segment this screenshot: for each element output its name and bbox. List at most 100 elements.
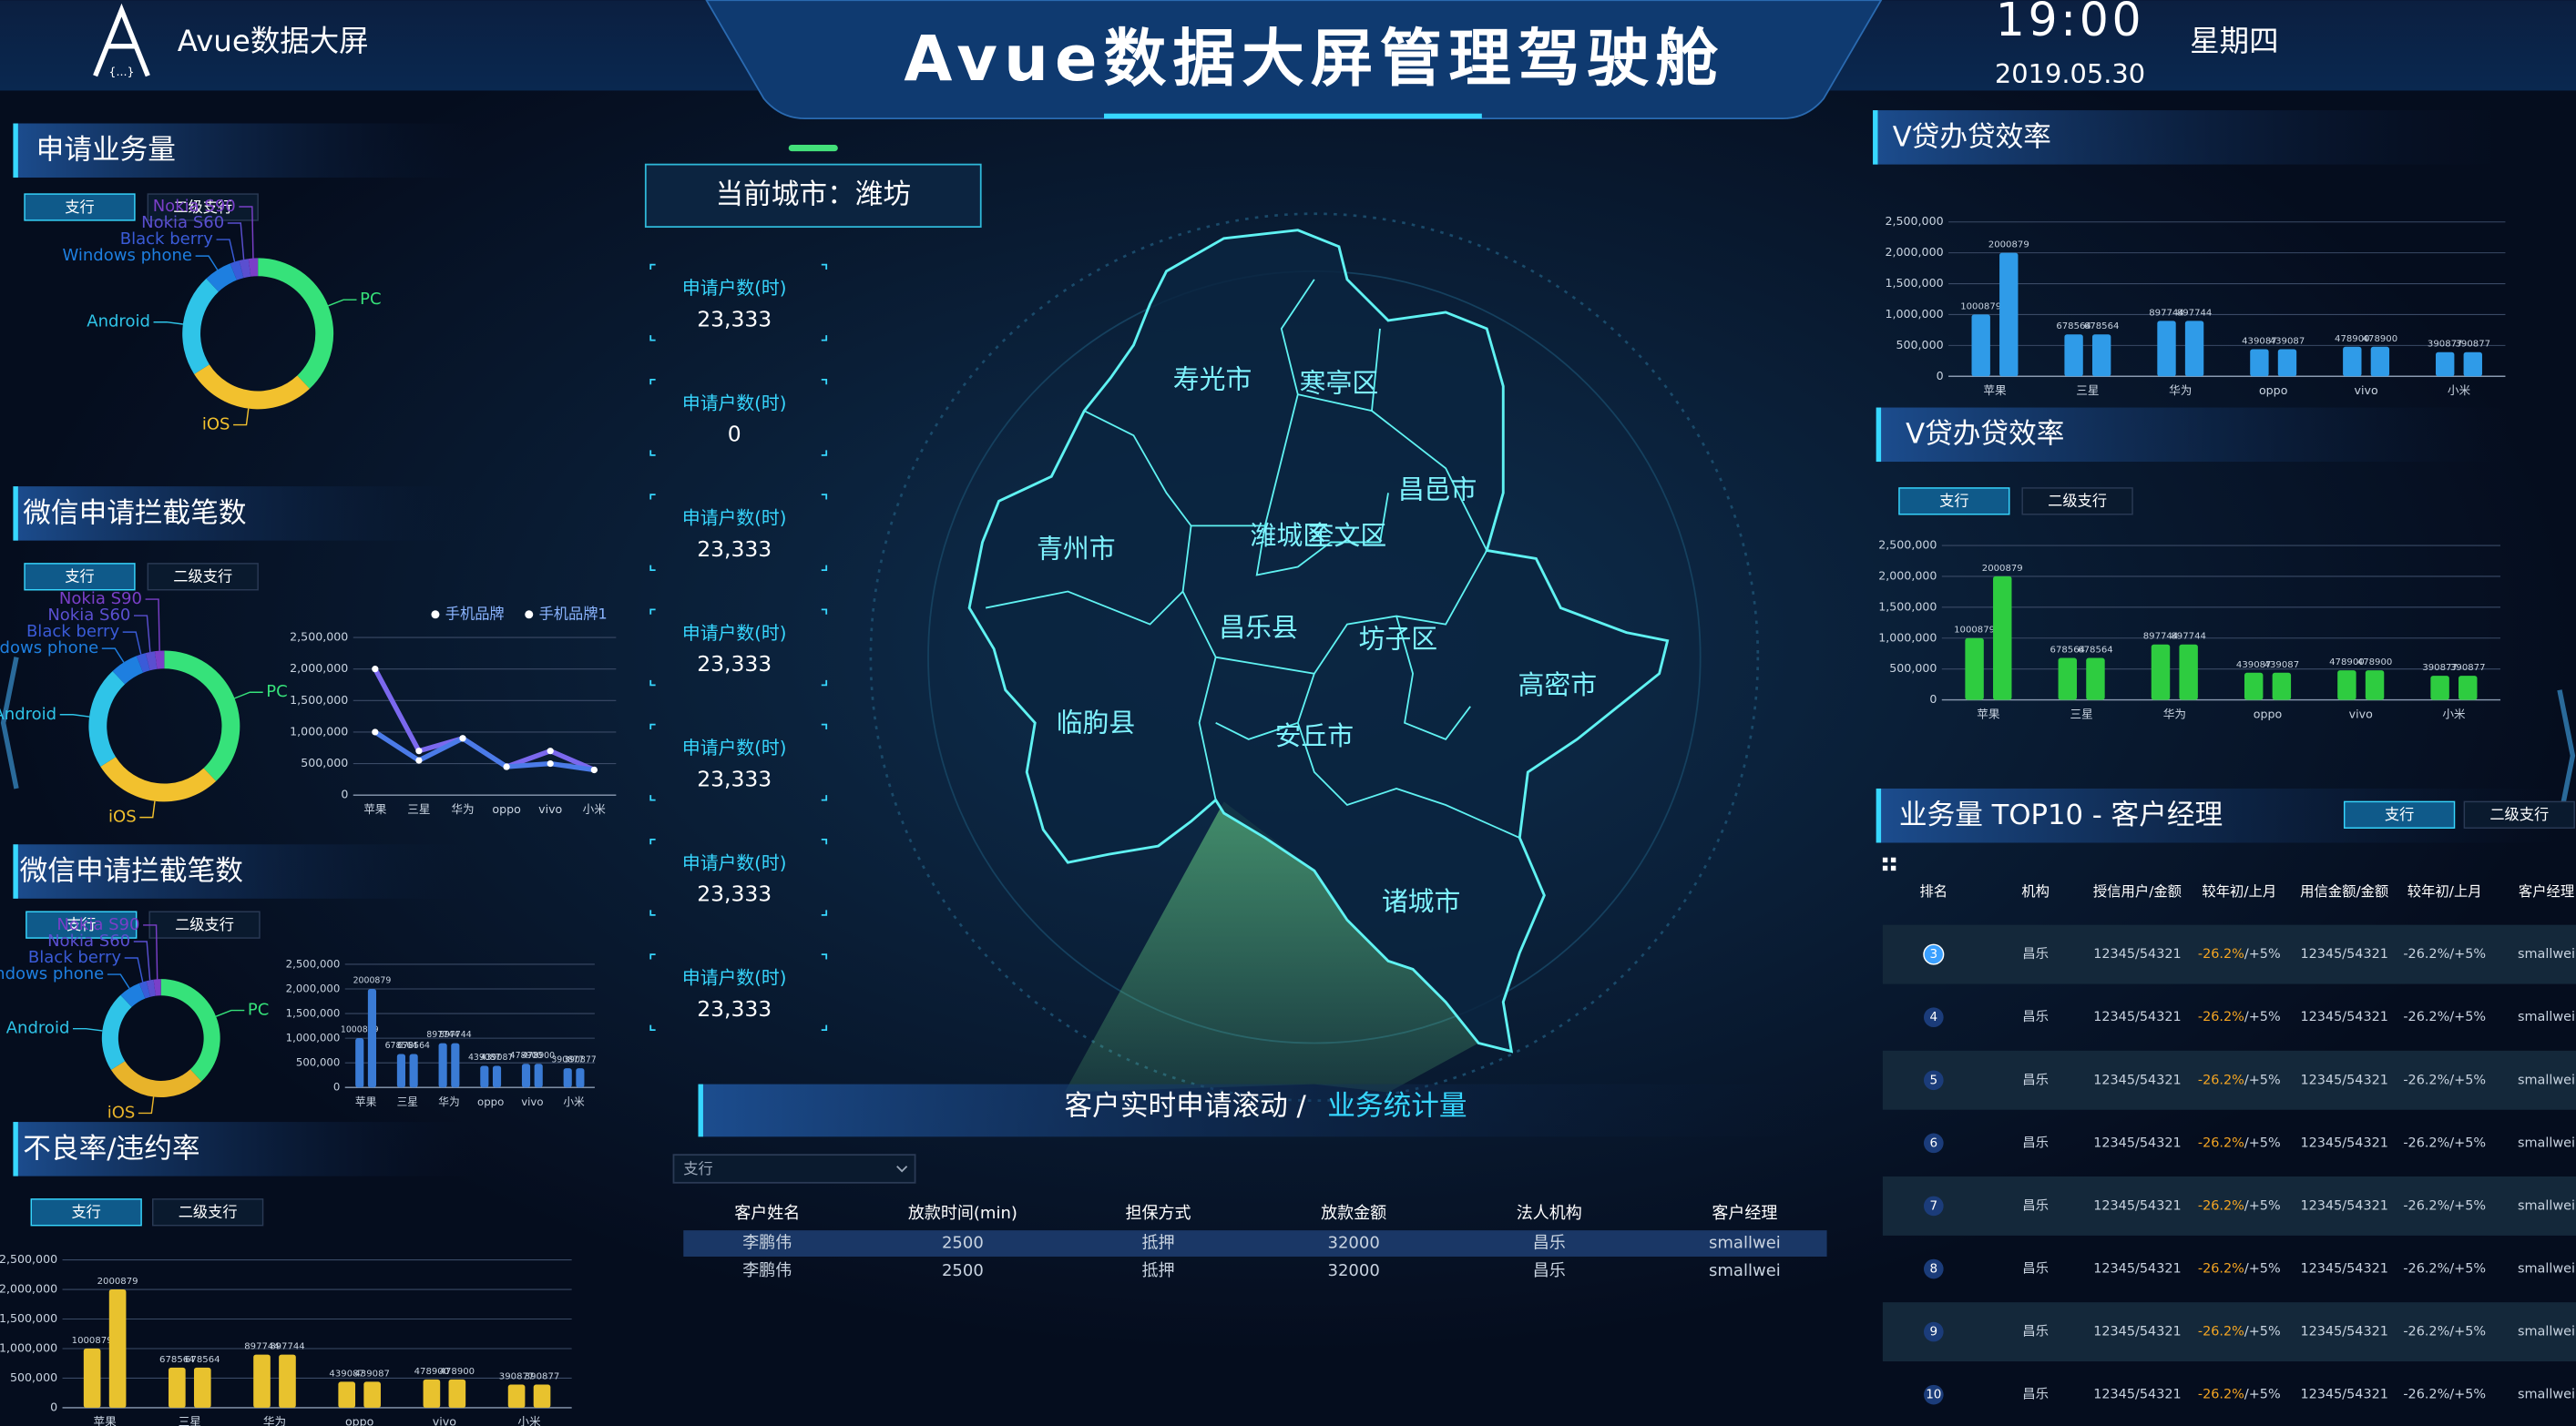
line-point xyxy=(415,748,423,755)
tab[interactable] xyxy=(2343,800,2456,829)
map-region-label[interactable]: 昌邑市 xyxy=(1398,474,1477,505)
logo-icon xyxy=(93,3,150,77)
table-icon xyxy=(1890,865,1896,871)
tab-label[interactable]: 支行 xyxy=(66,916,96,933)
tab-label[interactable]: 二级支行 xyxy=(173,199,232,216)
donut-label: PC xyxy=(360,290,381,309)
x-tick-label: oppo xyxy=(2254,707,2283,720)
table-icon xyxy=(1882,857,1888,863)
map-region-label[interactable]: 寿光市 xyxy=(1173,364,1252,395)
stat-bracket xyxy=(649,723,828,801)
stat-bracket xyxy=(649,494,828,571)
map-region-label[interactable]: 昌乐县 xyxy=(1219,612,1298,643)
y-tick-label: 500,000 xyxy=(1896,338,1943,351)
tab-label[interactable]: 二级支行 xyxy=(2489,806,2549,823)
table-cell-part: -26.2% xyxy=(2198,1388,2244,1402)
table-cell: 昌乐 xyxy=(2022,1324,2049,1339)
tab[interactable] xyxy=(147,563,259,591)
donut-slice xyxy=(164,650,240,781)
table-cell: 抵押 xyxy=(1142,1234,1175,1253)
table-cell: 昌乐 xyxy=(1533,1234,1566,1253)
donut-slice xyxy=(136,653,150,673)
feed-select-text[interactable]: 支行 xyxy=(683,1160,712,1177)
y-tick-label: 500,000 xyxy=(296,1056,340,1069)
tab[interactable] xyxy=(2463,800,2575,829)
table-cell: 2500 xyxy=(942,1261,984,1280)
bar xyxy=(438,1043,447,1088)
bar-value-label: 897744 xyxy=(426,1030,459,1040)
map-region-label[interactable]: 安丘市 xyxy=(1275,720,1354,751)
table-cell: smallwei xyxy=(2518,1325,2575,1339)
map-region-label[interactable]: 坊子区 xyxy=(1359,624,1438,655)
line-point xyxy=(415,757,423,764)
table-header: 担保方式 xyxy=(1125,1204,1191,1223)
tab[interactable] xyxy=(24,563,136,591)
tab[interactable] xyxy=(26,911,138,939)
donut-slice xyxy=(206,263,237,292)
stat-value: 23,333 xyxy=(697,881,772,907)
leader-line xyxy=(73,1027,103,1032)
tab-label[interactable]: 支行 xyxy=(65,568,94,586)
x-tick-label: 三星 xyxy=(407,802,430,816)
donut-slice xyxy=(258,258,334,389)
legend-label: 手机品牌1 xyxy=(539,605,608,622)
tab[interactable] xyxy=(30,1198,142,1227)
bar-value-label: 678564 xyxy=(2084,321,2120,331)
table-cell-part: /+5% xyxy=(2244,1198,2281,1213)
feed-highlight[interactable]: 业务统计量 xyxy=(1327,1090,1467,1122)
map-region-label[interactable]: 青州市 xyxy=(1037,533,1116,564)
bar xyxy=(409,1054,418,1088)
bar xyxy=(83,1348,101,1408)
stat-bracket xyxy=(649,378,828,456)
legend-dot xyxy=(525,610,534,619)
tab[interactable] xyxy=(152,1198,264,1227)
map-region-label[interactable]: 寒亭区 xyxy=(1300,367,1379,398)
table-row-band xyxy=(1882,924,2576,984)
bar xyxy=(108,1288,127,1408)
map-region-label[interactable]: 高密市 xyxy=(1518,669,1598,700)
tab-label[interactable]: 二级支行 xyxy=(179,1204,238,1221)
map-region-label[interactable]: 潍城区 xyxy=(1251,520,1330,551)
tab-label[interactable]: 支行 xyxy=(1939,493,1968,510)
y-tick-label: 2,000,000 xyxy=(0,1282,57,1296)
x-tick-label: vivo xyxy=(521,1095,543,1108)
tab[interactable] xyxy=(2021,487,2133,515)
map-region-label[interactable]: 临朐县 xyxy=(1057,708,1136,738)
x-tick-label: 苹果 xyxy=(363,802,387,816)
bar-value-label: 897744 xyxy=(2143,632,2179,642)
table-cell: 12345/54321 xyxy=(2093,1325,2182,1339)
nav-arrow[interactable] xyxy=(0,657,19,789)
tab[interactable] xyxy=(1898,487,2010,515)
tab-label[interactable]: 支行 xyxy=(65,199,94,216)
tab[interactable] xyxy=(24,193,136,221)
bar-value-label: 678564 xyxy=(159,1355,195,1365)
map-outline xyxy=(967,229,1670,1054)
bar xyxy=(169,1367,186,1408)
feed-select[interactable] xyxy=(672,1154,916,1184)
table-cell: 昌乐 xyxy=(2022,1197,2049,1213)
bar xyxy=(507,1384,526,1408)
tab-label[interactable]: 支行 xyxy=(71,1204,100,1221)
donut-label: Windows phone xyxy=(0,638,98,657)
y-tick-label: 1,000,000 xyxy=(1885,307,1943,321)
map-region-label[interactable]: 奎文区 xyxy=(1308,520,1387,551)
tab-label[interactable]: 支行 xyxy=(2385,806,2414,823)
donut-slice xyxy=(182,278,219,374)
tab-label[interactable]: 二级支行 xyxy=(175,916,234,933)
table-cell-part: /+5% xyxy=(2244,1136,2281,1150)
bar xyxy=(2272,672,2292,700)
x-tick-label: vivo xyxy=(2349,707,2373,720)
panel-title-accent xyxy=(13,844,18,899)
stat-label: 申请户数(时) xyxy=(682,852,787,873)
tab-label[interactable]: 二级支行 xyxy=(173,568,232,586)
tab-label[interactable]: 二级支行 xyxy=(2048,493,2107,510)
panel-title-accent xyxy=(13,1122,18,1176)
stat-value: 23,333 xyxy=(697,651,772,677)
bar xyxy=(2343,346,2362,377)
table-cell: 12345/54321 xyxy=(2300,1198,2388,1213)
bar xyxy=(2370,346,2390,377)
y-tick-label: 2,000,000 xyxy=(1878,568,1937,582)
map-region-label[interactable]: 诸城市 xyxy=(1382,886,1461,917)
table-cell: -26.2%/+5% xyxy=(2403,1388,2486,1402)
